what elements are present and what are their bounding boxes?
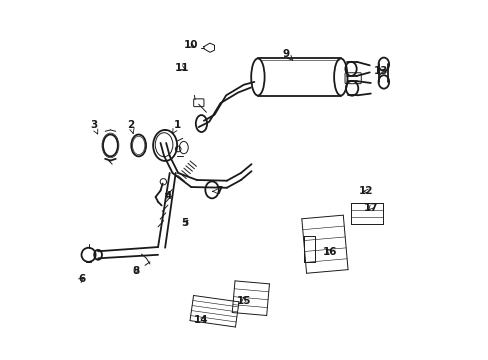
Text: 17: 17 <box>363 203 377 212</box>
Text: 5: 5 <box>181 218 188 228</box>
Text: 7: 7 <box>212 186 223 196</box>
Text: 14: 14 <box>194 315 208 325</box>
Text: 16: 16 <box>322 247 336 257</box>
Text: 11: 11 <box>174 63 188 73</box>
Text: 12: 12 <box>358 186 373 196</box>
Text: 15: 15 <box>236 296 250 306</box>
Text: 13: 13 <box>373 66 388 76</box>
Text: 6: 6 <box>78 274 85 284</box>
Text: 3: 3 <box>90 120 98 134</box>
Text: 4: 4 <box>164 191 172 201</box>
Text: 10: 10 <box>183 40 198 50</box>
Text: 9: 9 <box>282 49 292 60</box>
Text: 2: 2 <box>127 120 134 134</box>
Text: 1: 1 <box>172 120 181 134</box>
Text: 8: 8 <box>132 266 139 276</box>
